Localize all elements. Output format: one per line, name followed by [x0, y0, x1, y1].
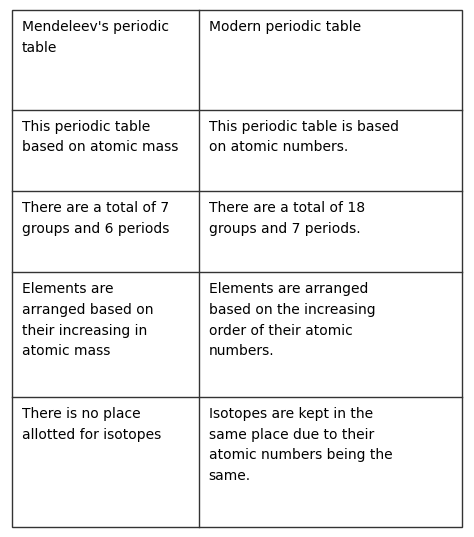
Text: There are a total of 18
groups and 7 periods.: There are a total of 18 groups and 7 per… [209, 201, 365, 236]
Text: Mendeleev's periodic
table: Mendeleev's periodic table [22, 20, 169, 55]
Text: Elements are
arranged based on
their increasing in
atomic mass: Elements are arranged based on their inc… [22, 282, 154, 358]
Text: Elements are arranged
based on the increasing
order of their atomic
numbers.: Elements are arranged based on the incre… [209, 282, 375, 358]
Text: Modern periodic table: Modern periodic table [209, 20, 361, 34]
Text: Isotopes are kept in the
same place due to their
atomic numbers being the
same.: Isotopes are kept in the same place due … [209, 407, 392, 483]
Text: This periodic table is based
on atomic numbers.: This periodic table is based on atomic n… [209, 120, 399, 154]
Text: There are a total of 7
groups and 6 periods: There are a total of 7 groups and 6 peri… [22, 201, 169, 236]
Text: This periodic table
based on atomic mass: This periodic table based on atomic mass [22, 120, 178, 154]
Text: There is no place
allotted for isotopes: There is no place allotted for isotopes [22, 407, 161, 441]
